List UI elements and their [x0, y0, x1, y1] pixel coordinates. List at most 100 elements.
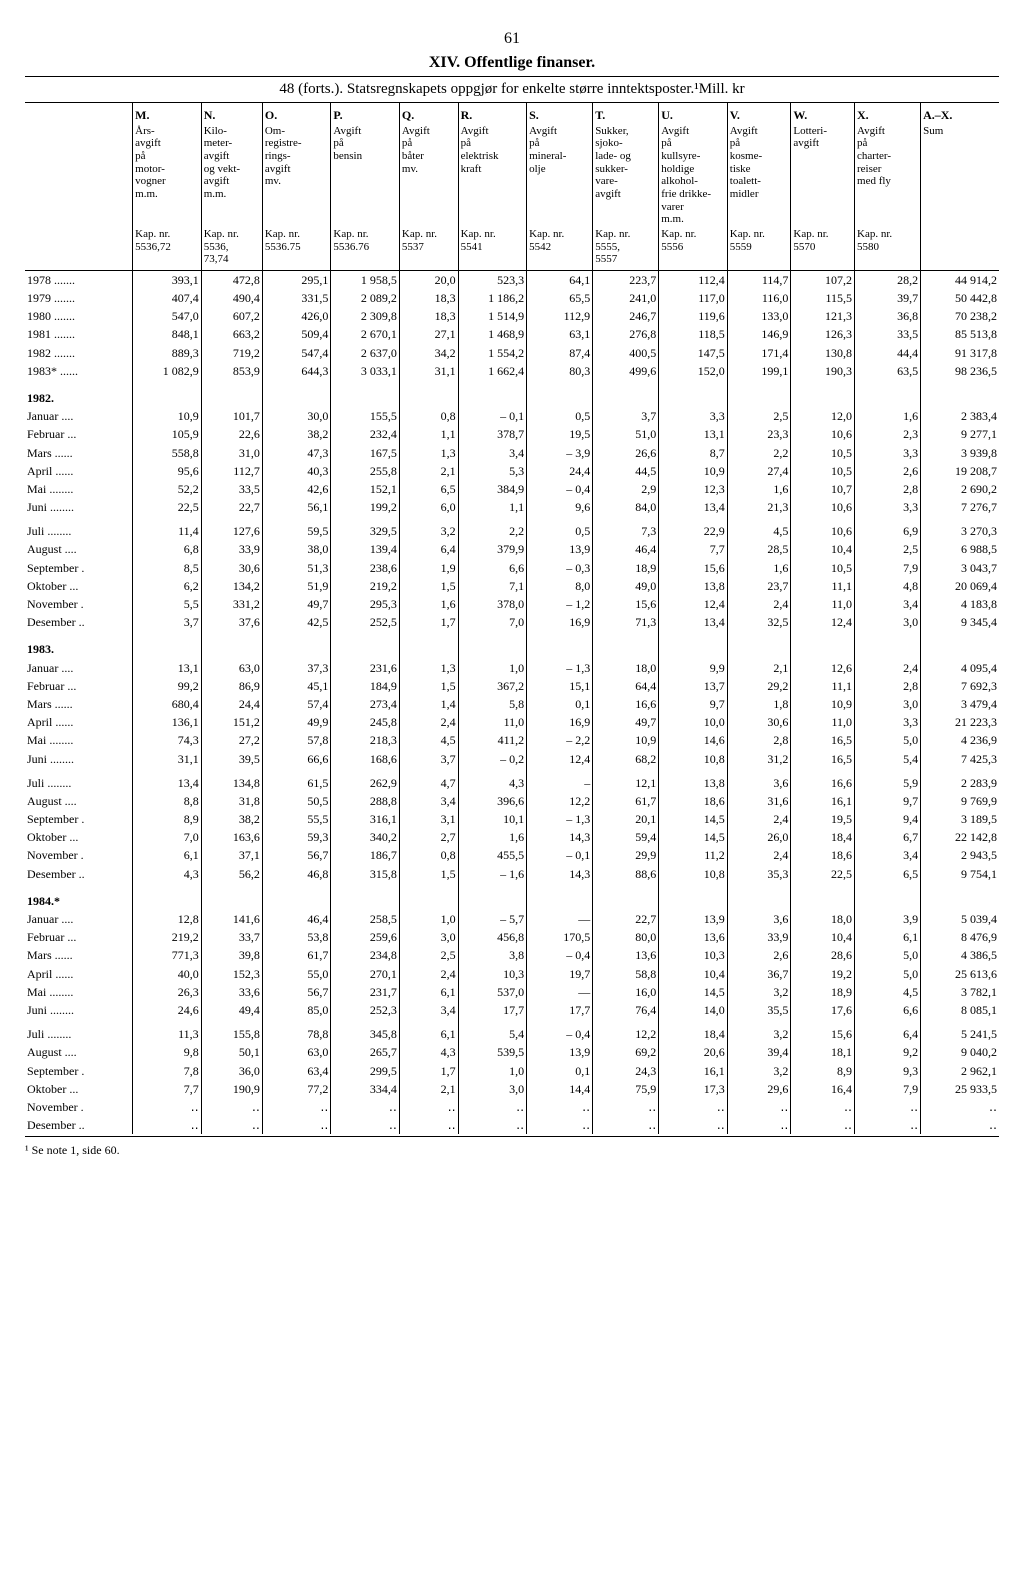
- table-cell: 234,8: [331, 946, 400, 964]
- row-label: 1979 .......: [25, 289, 133, 307]
- table-cell: 10,6: [791, 425, 855, 443]
- table-cell: 3,3: [855, 498, 921, 516]
- column-header: Avgiftpåcharter-reisermed fly: [855, 124, 921, 227]
- table-cell: 1 514,9: [458, 307, 527, 325]
- table-cell: 14,3: [527, 828, 593, 846]
- table-cell: 232,4: [331, 425, 400, 443]
- table-cell: 39,7: [855, 289, 921, 307]
- row-label: Mars ......: [25, 695, 133, 713]
- table-cell: 13,9: [659, 910, 728, 928]
- table-cell: 238,6: [331, 559, 400, 577]
- table-cell: 2,1: [399, 1080, 458, 1098]
- table-row: Mars ......558,831,047,3167,51,33,4– 3,9…: [25, 444, 999, 462]
- section-label: 1982.: [25, 380, 133, 407]
- table-cell: [659, 883, 728, 910]
- table-cell: 6,4: [399, 540, 458, 558]
- table-cell: ‥: [855, 1098, 921, 1116]
- table-cell: 10,5: [791, 444, 855, 462]
- row-label: 1983* ......: [25, 362, 133, 380]
- table-cell: 3,6: [727, 910, 791, 928]
- table-cell: 80,0: [593, 928, 659, 946]
- table-cell: 99,2: [133, 677, 202, 695]
- table-cell: 87,4: [527, 344, 593, 362]
- table-row: 1982.: [25, 380, 999, 407]
- row-label: September .: [25, 559, 133, 577]
- table-cell: [262, 380, 331, 407]
- row-label: November .: [25, 846, 133, 864]
- table-cell: 218,3: [331, 731, 400, 749]
- table-cell: 15,6: [659, 559, 728, 577]
- table-cell: [527, 631, 593, 658]
- column-header: O.: [262, 103, 331, 124]
- table-row: April ......95,6112,740,3255,82,15,324,4…: [25, 462, 999, 480]
- table-cell: 3,4: [399, 1001, 458, 1019]
- table-cell: 10,8: [659, 865, 728, 883]
- table-cell: 9,7: [659, 695, 728, 713]
- table-cell: 61,7: [593, 792, 659, 810]
- table-cell: 15,6: [791, 1025, 855, 1043]
- table-row: Mars ......771,339,861,7234,82,53,8– 0,4…: [25, 946, 999, 964]
- table-cell: 52,2: [133, 480, 202, 498]
- table-cell: 384,9: [458, 480, 527, 498]
- table-cell: 9 277,1: [921, 425, 999, 443]
- table-cell: [458, 631, 527, 658]
- column-header: V.: [727, 103, 791, 124]
- column-header: X.: [855, 103, 921, 124]
- table-cell: 7,0: [458, 613, 527, 631]
- table-cell: [593, 883, 659, 910]
- table-cell: [727, 631, 791, 658]
- row-label: Juli ........: [25, 1025, 133, 1043]
- table-cell: 12,0: [791, 407, 855, 425]
- table-cell: – 0,1: [458, 407, 527, 425]
- row-label: Desember ..: [25, 1116, 133, 1134]
- table-cell: 771,3: [133, 946, 202, 964]
- table-cell: 1,1: [458, 498, 527, 516]
- table-cell: 262,9: [331, 774, 400, 792]
- table-cell: 85,0: [262, 1001, 331, 1019]
- table-cell: 40,3: [262, 462, 331, 480]
- table-cell: 91 317,8: [921, 344, 999, 362]
- table-cell: – 1,2: [527, 595, 593, 613]
- table-cell: [921, 380, 999, 407]
- table-row: Februar ...219,233,753,8259,63,0456,8170…: [25, 928, 999, 946]
- table-cell: 12,4: [659, 595, 728, 613]
- table-cell: 270,1: [331, 965, 400, 983]
- column-header: N.: [201, 103, 262, 124]
- column-header: [25, 227, 133, 270]
- table-cell: 231,7: [331, 983, 400, 1001]
- table-cell: 10,6: [791, 522, 855, 540]
- table-cell: ‥: [458, 1116, 527, 1134]
- table-row: Februar ...99,286,945,1184,91,5367,215,1…: [25, 677, 999, 695]
- table-cell: 455,5: [458, 846, 527, 864]
- table-cell: 69,2: [593, 1043, 659, 1061]
- table-cell: 14,4: [527, 1080, 593, 1098]
- row-label: Februar ...: [25, 928, 133, 946]
- table-row: Oktober ...7,0163,659,3340,22,71,614,359…: [25, 828, 999, 846]
- row-label: Januar ....: [25, 910, 133, 928]
- table-cell: 241,0: [593, 289, 659, 307]
- table-cell: 186,7: [331, 846, 400, 864]
- table-row: Juli ........13,4134,861,5262,94,74,3–12…: [25, 774, 999, 792]
- table-cell: 1 082,9: [133, 362, 202, 380]
- table-cell: ‥: [399, 1098, 458, 1116]
- column-header: Sum: [921, 124, 999, 227]
- table-cell: 7,8: [133, 1062, 202, 1080]
- table-cell: 2,5: [727, 407, 791, 425]
- table-cell: 299,5: [331, 1062, 400, 1080]
- table-cell: 680,4: [133, 695, 202, 713]
- table-cell: 190,9: [201, 1080, 262, 1098]
- table-cell: 258,5: [331, 910, 400, 928]
- table-cell: 88,6: [593, 865, 659, 883]
- table-cell: 42,6: [262, 480, 331, 498]
- table-cell: – 0,3: [527, 559, 593, 577]
- table-cell: 45,1: [262, 677, 331, 695]
- table-cell: 19,5: [791, 810, 855, 828]
- table-cell: 2 383,4: [921, 407, 999, 425]
- table-cell: 1,3: [399, 659, 458, 677]
- table-cell: 59,5: [262, 522, 331, 540]
- table-row: Desember ..3,737,642,5252,51,77,016,971,…: [25, 613, 999, 631]
- table-cell: 13,1: [133, 659, 202, 677]
- table-cell: 20,1: [593, 810, 659, 828]
- table-cell: 18,9: [593, 559, 659, 577]
- table-cell: 11,0: [791, 713, 855, 731]
